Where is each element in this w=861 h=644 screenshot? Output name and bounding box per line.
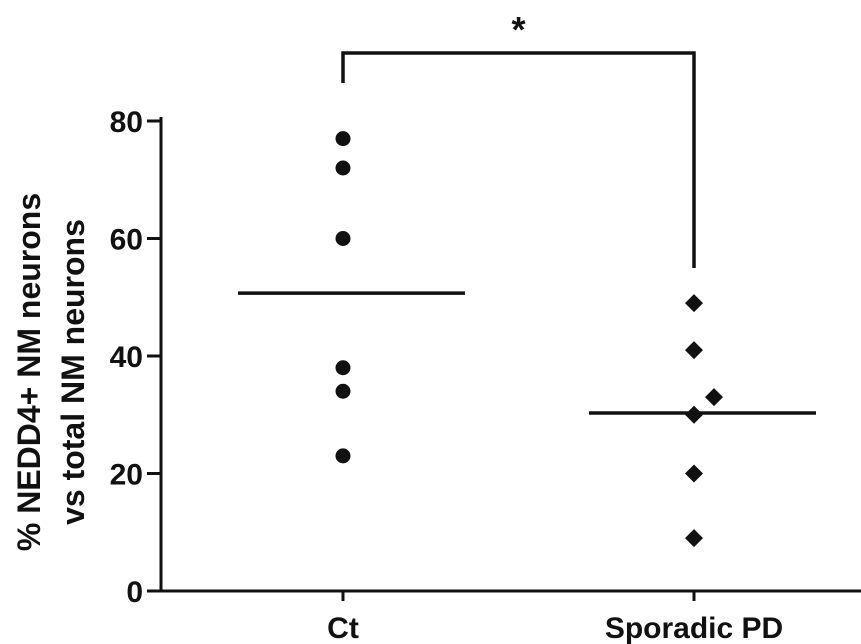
y-axis-title-line-2: vs total NM neurons xyxy=(55,219,91,525)
data-point-diamond xyxy=(685,294,703,313)
data-point-diamond xyxy=(685,529,703,548)
data-point-diamond xyxy=(705,388,723,407)
data-point-circle xyxy=(335,448,351,464)
data-point-diamond xyxy=(685,464,703,483)
x-category-label: Sporadic PD xyxy=(605,612,783,644)
y-tick-label: 20 xyxy=(110,459,143,492)
data-point-circle xyxy=(335,231,351,246)
bracket-line xyxy=(341,51,696,268)
data-point-diamond xyxy=(685,341,703,360)
significance-star: * xyxy=(511,9,525,50)
y-axis-title: % NEDD4+ NM neurons vs total NM neurons xyxy=(11,193,91,551)
mean-lines xyxy=(238,291,816,415)
y-tick-label: 80 xyxy=(110,106,143,139)
data-point-circle xyxy=(335,360,351,376)
y-tick-label: 0 xyxy=(126,576,143,609)
data-points xyxy=(335,131,723,548)
data-point-circle xyxy=(335,131,351,147)
significance-bracket: * xyxy=(341,9,696,268)
data-point-circle xyxy=(335,160,351,176)
x-category-labels: Ct Sporadic PD xyxy=(327,591,783,644)
data-point-circle xyxy=(335,383,351,399)
data-point-diamond xyxy=(685,405,703,424)
y-ticks: 0 20 40 60 80 xyxy=(110,106,161,609)
y-axis-title-line-1: % NEDD4+ NM neurons xyxy=(11,193,47,551)
y-tick-label: 60 xyxy=(110,224,143,257)
axes xyxy=(159,117,861,593)
x-category-label: Ct xyxy=(327,612,359,644)
y-tick-label: 40 xyxy=(110,341,143,374)
